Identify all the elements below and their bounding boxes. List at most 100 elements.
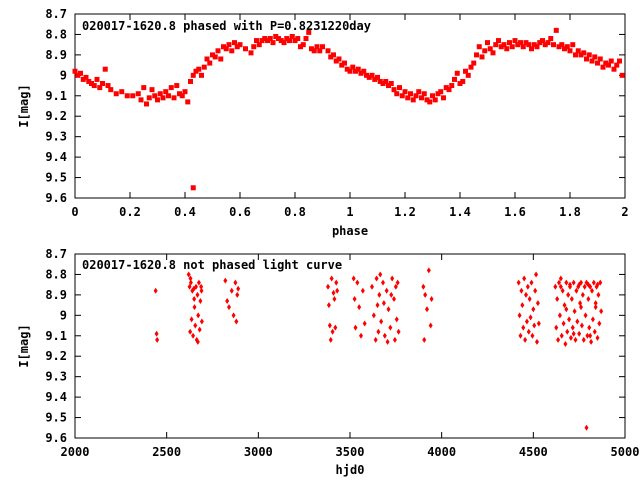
unphased-data-point (526, 328, 531, 335)
phased-data-point (432, 97, 438, 103)
phased-data-point (210, 52, 215, 58)
unphased-data-point (329, 275, 334, 282)
unphased-data-point (199, 318, 204, 325)
phased-data-point (430, 93, 435, 99)
phased-data-point (284, 36, 290, 42)
phased-data-point (100, 81, 105, 87)
phased-data-point (309, 46, 314, 52)
unphased-data-point (562, 302, 567, 309)
phased-data-point (177, 91, 182, 97)
phased-xtick-label: 1.2 (394, 205, 416, 219)
phased-data-point (179, 93, 185, 99)
unphased-data-point (229, 287, 234, 294)
unphased-data-point (528, 314, 533, 321)
unphased-plot-ticks: 2000 2500 3000 3500 4000 4500 5000 8.7 8.8 8.9 9 9.… (45, 247, 639, 459)
unphased-ytick-label: 9.3 (45, 370, 67, 384)
phased-data-point (515, 42, 521, 48)
unphased-data-point (593, 304, 598, 311)
unphased-data-point (327, 322, 332, 329)
unphased-data-point (558, 275, 563, 282)
phased-data-point (339, 62, 345, 68)
phased-data-point (562, 46, 567, 52)
phased-data-point (188, 78, 193, 84)
unphased-data-point (381, 279, 385, 286)
unphased-data-point (357, 304, 362, 311)
unphased-data-point (568, 281, 572, 288)
phased-data-point (575, 48, 581, 54)
phased-data-point (215, 48, 221, 54)
unphased-data-point (330, 328, 335, 335)
phased-data-point (573, 52, 578, 58)
phased-data-point (141, 85, 147, 91)
unphased-data-point (536, 320, 541, 327)
phased-data-point (449, 83, 455, 89)
phased-data-point (526, 42, 532, 48)
unphased-data-point (557, 312, 562, 319)
phased-data-point (218, 56, 224, 62)
phased-data-point (265, 38, 270, 44)
unphased-data-point (227, 304, 231, 311)
phased-data-point (144, 101, 149, 107)
phased-data-point (171, 95, 177, 101)
unphased-ytick-label: 9.1 (45, 329, 67, 343)
unphased-ytick-label: 9.2 (45, 349, 67, 363)
phased-data-point (314, 44, 320, 50)
phased-data-point (548, 36, 554, 42)
unphased-data-point (396, 328, 401, 335)
phased-data-point (399, 93, 405, 99)
phased-data-point (614, 62, 620, 68)
phased-data-point (369, 72, 375, 78)
unphased-data-point (333, 324, 338, 331)
unphased-data-point (223, 277, 228, 284)
phased-data-point (190, 185, 196, 191)
phased-data-point (471, 60, 477, 66)
unphased-data-point (535, 300, 540, 307)
phased-data-point (102, 66, 108, 72)
unphased-data-point (186, 271, 191, 278)
phased-data-point (419, 95, 424, 101)
phased-data-point (482, 48, 488, 54)
phased-plot-points (72, 27, 625, 191)
phased-data-point (168, 85, 174, 91)
unphased-data-point (395, 279, 400, 286)
phased-plot: 0 0.2 0.4 0.6 0.8 1 1.2 1.4 1.6 1.8 2 8.7 8.8 8.9 9 9.1… (17, 7, 629, 238)
phased-data-point (421, 91, 427, 97)
phased-data-point (388, 81, 394, 87)
unphased-data-point (236, 285, 241, 292)
phased-data-point (564, 44, 570, 50)
phased-data-point (78, 70, 83, 76)
unphased-data-point (192, 295, 197, 302)
unphased-data-point (596, 291, 601, 298)
unphased-data-point (557, 279, 561, 286)
phased-plot-title: 020017-1620.8 phased with P=0.8231220day (82, 19, 371, 33)
unphased-plot-title: 020017-1620.8 not phased light curve (82, 258, 342, 272)
phased-data-point (86, 78, 92, 84)
phased-ytick-label: 9.6 (45, 191, 67, 205)
phased-data-point (542, 42, 548, 48)
unphased-data-point (199, 287, 204, 294)
phased-ytick-label: 8.7 (45, 7, 67, 21)
phased-data-point (163, 89, 169, 95)
unphased-data-point (199, 283, 204, 290)
phased-xtick-label: 0.6 (229, 205, 251, 219)
unphased-data-point (225, 298, 230, 305)
phased-data-point (443, 85, 449, 91)
phased-data-point (273, 33, 279, 39)
unphased-data-point (394, 316, 399, 323)
phased-data-point (441, 95, 446, 101)
phased-data-point (498, 44, 504, 50)
phased-data-point (311, 48, 317, 54)
unphased-data-point (599, 308, 604, 315)
phased-data-point (317, 48, 323, 54)
phased-data-point (358, 70, 364, 76)
unphased-data-point (189, 316, 194, 323)
unphased-data-point (326, 283, 330, 290)
unphased-data-point (353, 324, 358, 331)
phased-data-point (75, 72, 81, 78)
phased-data-point (166, 93, 171, 99)
phased-data-point (105, 83, 111, 89)
unphased-data-point (422, 336, 427, 343)
phased-data-point (600, 64, 606, 70)
phased-plot-ticks: 0 0.2 0.4 0.6 0.8 1 1.2 1.4 1.6 1.8 2 8.7 8.8 8.9 9 9.1… (45, 7, 628, 219)
